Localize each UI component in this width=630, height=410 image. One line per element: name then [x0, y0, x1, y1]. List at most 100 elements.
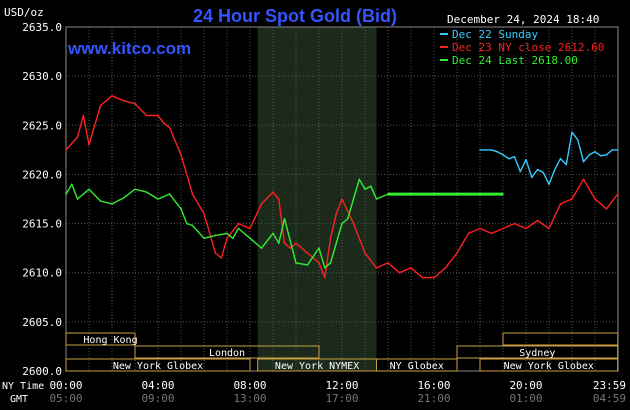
- x-tick-label-ny: 00:00: [49, 379, 82, 392]
- session-label: Hong Kong: [83, 335, 137, 346]
- trading-sessions: Hong Kong London New York Globex New York N…: [65, 332, 619, 372]
- series-point-2: [71, 183, 73, 186]
- series-point-1: [226, 237, 228, 240]
- series-point-2: [232, 237, 234, 240]
- series-point-2: [186, 222, 188, 225]
- session-box: [376, 358, 458, 372]
- series-point-1: [352, 222, 355, 225]
- series-point-1: [88, 144, 90, 146]
- series-point-0: [577, 139, 579, 141]
- series-point-1: [513, 222, 516, 225]
- series-point-2: [237, 227, 240, 230]
- series-point-2: [82, 193, 85, 195]
- legend-label-dec22: Dec 22 Sunday: [452, 28, 538, 41]
- series-point-2: [203, 237, 205, 240]
- series-point-1: [536, 219, 539, 222]
- session-box: [502, 332, 619, 346]
- series-point-2: [375, 198, 378, 200]
- series-point-2: [260, 247, 263, 249]
- series-point-2: [318, 247, 320, 249]
- series-point-2: [111, 203, 113, 205]
- series-point-1: [605, 208, 608, 210]
- series-point-1: [111, 95, 113, 97]
- session-box: [134, 345, 320, 359]
- series-line-1: [65, 95, 619, 279]
- series-point-2: [157, 198, 159, 200]
- series-point-1: [398, 271, 401, 274]
- legend-label-dec24: Dec 24 Last 2618.00: [452, 54, 578, 67]
- series-point-0: [531, 176, 533, 179]
- series-point-1: [479, 227, 481, 230]
- series-point-2: [88, 188, 90, 190]
- session-label: London: [209, 348, 245, 359]
- series-point-1: [433, 276, 435, 279]
- x-tick-label-gmt: 21:00: [417, 392, 450, 405]
- series-point-1: [163, 122, 165, 125]
- series-point-2: [358, 178, 361, 181]
- x-tick-label-ny: 04:00: [141, 379, 174, 392]
- series-point-1: [220, 257, 223, 259]
- series-point-2: [352, 198, 355, 200]
- y-tick-label: 2600.0: [22, 365, 62, 378]
- series-point-0: [554, 168, 556, 171]
- session-label: New York Globex: [113, 361, 203, 372]
- series-point-0: [600, 155, 602, 157]
- series-point-1: [145, 114, 148, 117]
- series-point-2: [272, 232, 274, 235]
- y-tick-label: 2625.0: [22, 119, 62, 132]
- legend-item-dec23: Dec 23 NY close 2612.60: [440, 41, 604, 54]
- series-point-1: [571, 198, 573, 200]
- x-tick-label-gmt: 04:59: [593, 392, 626, 405]
- legend-item-dec22: Dec 22 Sunday: [440, 28, 538, 41]
- y-tick-label: 2605.0: [22, 316, 62, 329]
- series-point-2: [180, 208, 182, 210]
- series-point-1: [364, 252, 366, 254]
- series-point-1: [324, 276, 326, 279]
- series-point-0: [594, 151, 596, 153]
- y-tick-label: 2635.0: [22, 21, 62, 34]
- series-point-2: [364, 188, 366, 190]
- axes: 2635.0 2630.0 2625.0 2620.0 2615.0 2610.0 2605…: [22, 21, 626, 405]
- series-point-2: [341, 222, 343, 225]
- series-point-1: [99, 104, 102, 107]
- series-point-1: [525, 227, 527, 230]
- series-point-2: [76, 198, 79, 200]
- series-point-1: [421, 276, 424, 279]
- session-label: Sydney: [519, 348, 555, 359]
- series-point-1: [467, 232, 470, 235]
- series-point-1: [306, 252, 309, 254]
- x-tick-label-ny: 08:00: [233, 379, 266, 392]
- series-point-2: [191, 224, 194, 227]
- series-point-0: [508, 157, 510, 160]
- x-tick-label-ny: 16:00: [417, 379, 450, 392]
- session-box: [65, 332, 136, 346]
- series-point-1: [329, 237, 332, 240]
- session-box: [456, 345, 619, 359]
- series-point-1: [582, 178, 585, 181]
- series-point-1: [283, 242, 286, 244]
- series-point-2: [306, 264, 309, 266]
- series-point-0: [536, 168, 539, 171]
- series-point-1: [76, 136, 79, 138]
- gmt-axis-label: GMT: [10, 394, 28, 405]
- session-box: [65, 358, 251, 372]
- x-tick-label-gmt: 17:00: [325, 392, 358, 405]
- series-point-1: [410, 267, 412, 269]
- series-point-0: [559, 157, 562, 160]
- legend: Dec 22 Sunday Dec 23 NY close 2612.60 De…: [440, 28, 604, 67]
- series-point-2: [168, 193, 171, 195]
- series-point-1: [180, 154, 182, 156]
- series-point-1: [295, 242, 297, 244]
- chart-datetime: December 24, 2024 18:40: [447, 13, 599, 26]
- series-point-1: [260, 203, 263, 205]
- series-point-0: [502, 154, 504, 156]
- series-point-0: [571, 131, 573, 133]
- series-point-1: [341, 198, 343, 200]
- series-line-2: [65, 178, 503, 269]
- series-point-1: [502, 227, 504, 230]
- series-point-1: [375, 267, 378, 269]
- series-point-1: [65, 149, 67, 151]
- series-point-1: [387, 262, 389, 264]
- series-point-2: [347, 217, 349, 220]
